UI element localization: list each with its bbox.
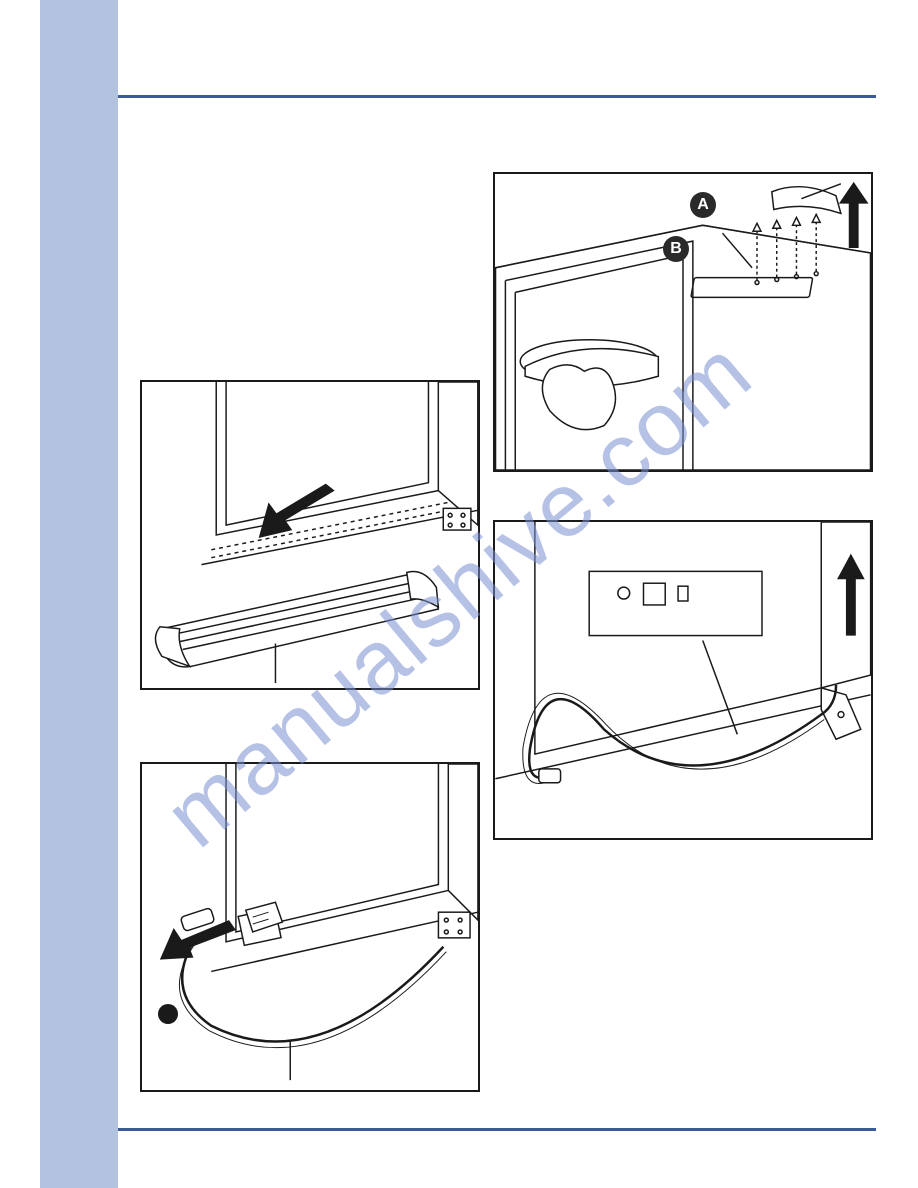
top-rule <box>118 95 876 98</box>
bullet-dot <box>158 1004 178 1024</box>
figure-front-tube <box>140 762 480 1092</box>
figure-rear-tube <box>493 520 873 840</box>
bottom-rule <box>118 1128 876 1131</box>
label-b-badge: B <box>663 236 689 262</box>
label-a-badge: A <box>690 192 716 218</box>
left-sidebar-band <box>40 0 118 1188</box>
figure-hinge-cover: A B <box>493 172 873 472</box>
figure-toe-kick <box>140 380 480 690</box>
